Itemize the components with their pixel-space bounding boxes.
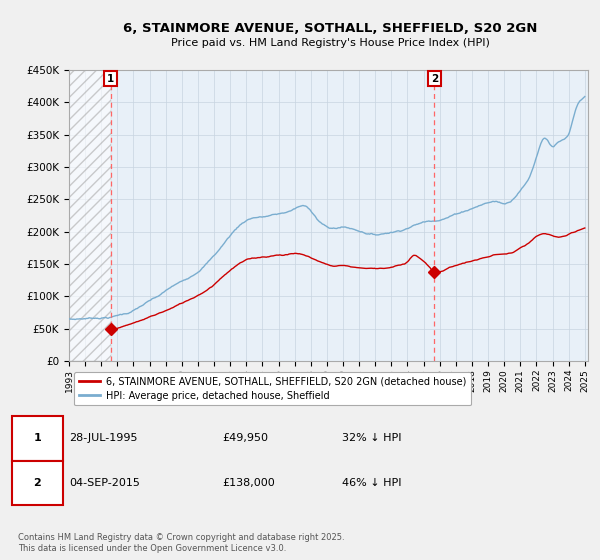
Text: Contains HM Land Registry data © Crown copyright and database right 2025.
This d: Contains HM Land Registry data © Crown c… xyxy=(18,533,344,553)
Text: £138,000: £138,000 xyxy=(222,478,275,488)
Text: 32% ↓ HPI: 32% ↓ HPI xyxy=(342,433,401,444)
Text: 1: 1 xyxy=(34,433,41,444)
Text: Price paid vs. HM Land Registry's House Price Index (HPI): Price paid vs. HM Land Registry's House … xyxy=(170,38,490,48)
Text: 04-SEP-2015: 04-SEP-2015 xyxy=(69,478,140,488)
Text: 1: 1 xyxy=(107,74,114,84)
Text: 6, STAINMORE AVENUE, SOTHALL, SHEFFIELD, S20 2GN: 6, STAINMORE AVENUE, SOTHALL, SHEFFIELD,… xyxy=(123,22,537,35)
Bar xyxy=(69,70,110,361)
Text: 46% ↓ HPI: 46% ↓ HPI xyxy=(342,478,401,488)
Text: 2: 2 xyxy=(431,74,438,84)
Legend: 6, STAINMORE AVENUE, SOTHALL, SHEFFIELD, S20 2GN (detached house), HPI: Average : 6, STAINMORE AVENUE, SOTHALL, SHEFFIELD,… xyxy=(74,372,471,405)
FancyBboxPatch shape xyxy=(12,460,63,505)
Text: £49,950: £49,950 xyxy=(222,433,268,444)
FancyBboxPatch shape xyxy=(12,416,63,460)
Text: 2: 2 xyxy=(34,478,41,488)
Text: 28-JUL-1995: 28-JUL-1995 xyxy=(69,433,137,444)
